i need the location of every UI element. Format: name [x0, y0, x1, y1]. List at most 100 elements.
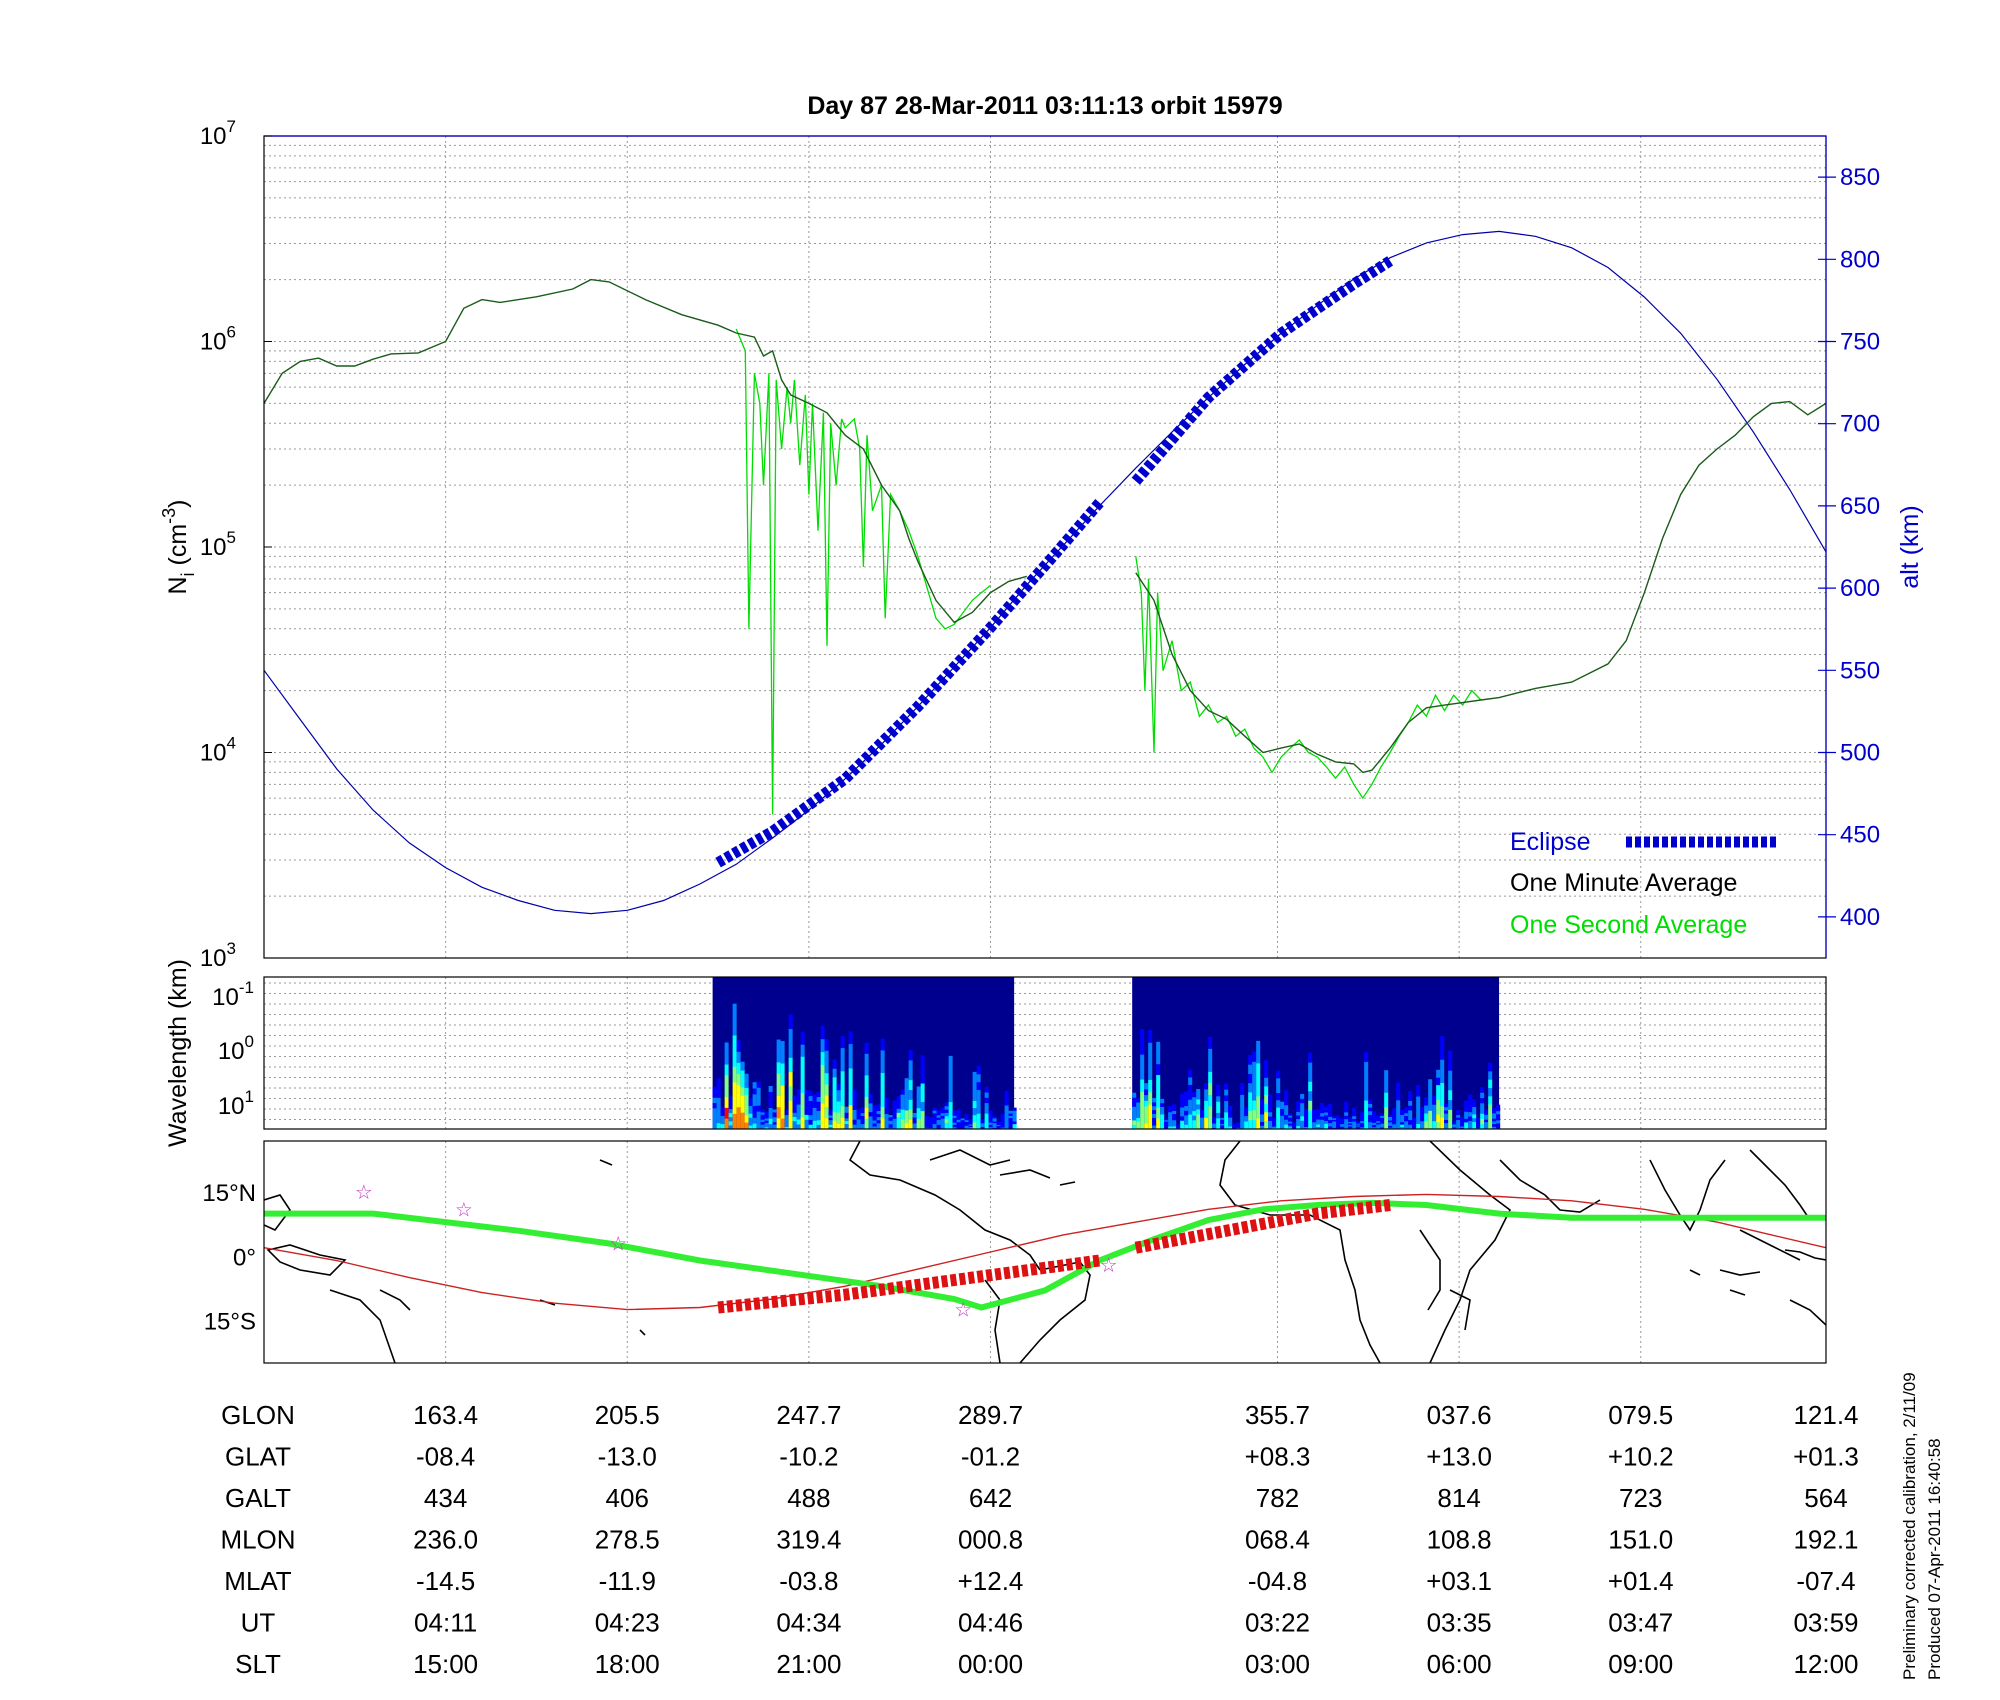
spectrogram-cell: [888, 1125, 893, 1128]
spectrogram-cell: [920, 1119, 925, 1129]
spectrogram-cell: [792, 1120, 797, 1126]
spectrogram-cell: [1136, 1121, 1141, 1126]
spectrogram-cell: [1412, 1119, 1417, 1122]
spectrogram-cell: [1168, 1108, 1173, 1113]
table-row-label: GLON: [221, 1400, 295, 1430]
spectrogram-cell: [1184, 1100, 1189, 1107]
spectrogram-cell: [928, 1118, 933, 1121]
spectrogram-cell: [1364, 1100, 1369, 1111]
spectrogram-cell: [860, 1115, 865, 1119]
spectrogram-cell: [1324, 1106, 1329, 1110]
spectrogram-cell: [940, 1109, 945, 1114]
table-cell: -10.2: [779, 1442, 838, 1472]
spectrogram-cell: [752, 1111, 757, 1118]
spectrogram-cell: [1300, 1098, 1305, 1104]
spectrogram-cell: [1352, 1121, 1357, 1125]
spectrogram-cell: [1260, 1125, 1265, 1129]
spectrogram-cell: [856, 1111, 861, 1115]
spectrogram-cell: [1220, 1119, 1225, 1122]
spectrogram-cell: [1216, 1090, 1221, 1097]
spectrogram-cell: [1376, 1120, 1381, 1123]
spectrogram-cell: [1392, 1108, 1397, 1112]
spectrogram-cell: [1476, 1120, 1481, 1123]
spectrogram-cell: [1340, 1120, 1345, 1123]
spectrogram-cell: [1496, 1113, 1501, 1118]
spectrogram-cell: [872, 1120, 877, 1124]
spectrogram-cell: [900, 1119, 905, 1125]
spectrogram-cell: [992, 1127, 997, 1129]
spectrogram-cell: [1332, 1127, 1337, 1129]
spectrogram-cell: [932, 1112, 937, 1117]
spec-tick-label: 101: [218, 1087, 254, 1120]
spectrogram-cell: [1168, 1123, 1173, 1127]
spectrogram-cell: [1224, 1123, 1229, 1129]
spectrogram-cell: [940, 1115, 945, 1119]
spectrogram-cell: [912, 1116, 917, 1120]
spectrogram-cell: [1260, 1110, 1265, 1115]
spectrogram-cell: [852, 1104, 857, 1110]
left-tick-label: 105: [200, 528, 236, 561]
spectrogram-cell: [1132, 1092, 1137, 1098]
spectrogram-cell: [760, 1126, 765, 1129]
spectrogram-cell: [1204, 1111, 1209, 1119]
spectrogram-cell: [972, 1079, 977, 1087]
spectrogram-cell: [832, 1068, 837, 1078]
spectrogram-cell: [872, 1114, 877, 1118]
spectrogram-cell: [852, 1089, 857, 1096]
table-cell: -03.8: [779, 1566, 838, 1596]
spectrogram-cell: [1404, 1118, 1409, 1122]
spectrogram-cell: [960, 1127, 965, 1129]
spectrogram-cell: [904, 1116, 909, 1124]
spectrogram-cell: [744, 1101, 749, 1109]
top-panel-plot-area: [264, 230, 1826, 915]
spectrogram-cell: [716, 1122, 721, 1129]
spectrogram-cell: [1436, 1069, 1441, 1078]
spectrogram-cell: [1424, 1125, 1429, 1129]
spectrogram-cell: [1396, 1123, 1401, 1129]
spectrogram-cell: [1300, 1115, 1305, 1121]
spectrogram-cell: [1156, 1052, 1161, 1065]
spectrogram-cell: [1216, 1123, 1221, 1129]
spectrogram-cell: [1220, 1120, 1225, 1123]
spectrogram-cell: [1264, 1111, 1269, 1121]
spectrogram-cell: [1388, 1114, 1393, 1117]
spectrogram-cell: [1200, 1119, 1205, 1123]
spectrogram-cell: [1192, 1119, 1197, 1125]
spectrogram-cell: [992, 1122, 997, 1125]
spectrogram-cell: [764, 1118, 769, 1121]
spectrogram-cell: [980, 1125, 985, 1128]
spectrogram-cell: [904, 1122, 909, 1129]
spectrogram-cell: [960, 1125, 965, 1127]
spectrogram-cell: [956, 1116, 961, 1120]
spectrogram-cell: [1420, 1118, 1425, 1122]
spectrogram-cell: [1132, 1124, 1137, 1129]
table-cell: 289.7: [958, 1400, 1023, 1430]
top-panel-series: [264, 230, 1826, 915]
spectrogram-cell: [712, 1113, 717, 1119]
spectrogram-cell: [1360, 1114, 1365, 1117]
spectrogram-cell: [716, 1103, 721, 1111]
spectrogram-cell: [1492, 1123, 1497, 1127]
spectrogram-cell: [808, 1119, 813, 1125]
spectrogram-cell: [836, 1084, 841, 1091]
spectrogram-cell: [892, 1107, 897, 1112]
spectrogram-cell: [876, 1107, 881, 1112]
spectrogram-cell: [744, 1122, 749, 1129]
spectrogram-cell: [896, 1112, 901, 1118]
spectrogram-cell: [716, 1091, 721, 1098]
table-cell: 03:00: [1245, 1649, 1310, 1679]
footer-line-2: Produced 07-Apr-2011 16:40:58: [1925, 1438, 1944, 1680]
spectrogram-cell: [1496, 1116, 1501, 1121]
spectrogram-cell: [1320, 1112, 1325, 1117]
spectrogram-cell: [1252, 1109, 1257, 1120]
spectrogram-cell: [1244, 1110, 1249, 1114]
spectrogram-cell: [1300, 1102, 1305, 1108]
spectrogram-cell: [1416, 1118, 1421, 1125]
spectrogram-cell: [832, 1111, 837, 1121]
spectrogram-cell: [772, 1116, 777, 1120]
spectrogram-cell: [1452, 1123, 1457, 1126]
spectrogram-cell: [800, 1116, 805, 1129]
spectrogram-cell: [848, 1068, 853, 1081]
table-cell: +10.2: [1608, 1442, 1674, 1472]
spectrogram-cell: [848, 1031, 853, 1045]
